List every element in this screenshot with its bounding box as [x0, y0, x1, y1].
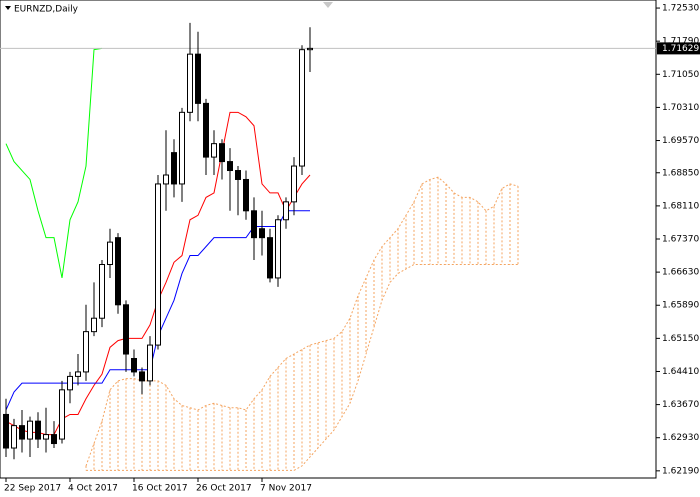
candle-body	[203, 102, 209, 158]
candle-body	[27, 420, 33, 440]
candle-body	[171, 152, 177, 185]
candle-body	[259, 228, 265, 239]
price-label-box	[657, 42, 700, 55]
candle-body	[51, 434, 57, 445]
y-tick-label: 1.66630	[662, 268, 699, 278]
candle-body	[11, 425, 17, 449]
candle-body	[219, 143, 225, 163]
chart-title: EURNZD,Daily	[14, 5, 79, 15]
y-tick-label: 1.65890	[662, 301, 699, 311]
candle-body	[43, 434, 49, 440]
candle-body	[75, 371, 81, 377]
x-tick-label: 26 Oct 2017	[196, 484, 252, 494]
candle-body	[275, 219, 281, 279]
x-tick-label: 16 Oct 2017	[132, 484, 188, 494]
y-tick-label: 1.71050	[662, 70, 699, 80]
candle-body	[19, 425, 25, 440]
candle-body	[187, 53, 193, 113]
candle-body	[227, 161, 233, 172]
y-tick-label: 1.65150	[662, 334, 699, 344]
candle-body	[99, 264, 105, 319]
y-tick-label: 1.67370	[662, 235, 699, 245]
candle-body	[251, 210, 257, 239]
candle-body	[107, 241, 113, 266]
candle-body	[283, 201, 289, 221]
y-tick-label: 1.62930	[662, 433, 699, 443]
x-tick-label: 22 Sep 2017	[4, 484, 61, 494]
candle-body	[115, 237, 121, 306]
candle-body	[139, 371, 145, 382]
candle-body	[235, 170, 241, 180]
y-tick-label: 1.62190	[662, 466, 699, 476]
candle-body	[155, 183, 161, 346]
candle-body	[123, 304, 129, 355]
y-tick-label: 1.64410	[662, 367, 699, 377]
candle-body	[299, 49, 305, 167]
y-tick-label: 1.69570	[662, 136, 699, 146]
y-tick-label: 1.63670	[662, 400, 699, 410]
candle-body	[91, 317, 97, 333]
candle-body	[243, 178, 249, 212]
x-tick-label: 4 Oct 2017	[68, 484, 118, 494]
cloud-edge	[85, 176, 519, 467]
y-tick-label: 1.70310	[662, 103, 699, 113]
y-tick-label: 1.68110	[662, 201, 699, 211]
price-label: 1.71629	[662, 44, 699, 54]
candle-body	[267, 237, 273, 279]
candle-body	[291, 165, 297, 203]
candle-body	[147, 344, 153, 382]
candle-body	[211, 143, 217, 158]
y-tick-label: 1.68850	[662, 168, 699, 178]
plot-frame	[0, 0, 657, 479]
y-tick-label: 1.71790	[662, 37, 699, 47]
candle-body	[35, 420, 41, 440]
candle-body	[59, 389, 65, 440]
shift-marker	[323, 2, 333, 8]
title-arrow	[5, 6, 11, 10]
x-tick-label: 7 Nov 2017	[260, 484, 312, 494]
candle-body	[307, 47, 313, 51]
candle-body	[3, 413, 9, 449]
candle-body	[83, 331, 89, 373]
indicator-line	[5, 47, 103, 279]
cloud-edge	[86, 264, 518, 471]
candle-body	[163, 174, 169, 185]
y-tick-label: 1.72530	[662, 4, 699, 14]
candle-body	[195, 53, 201, 104]
candle-body	[67, 375, 73, 391]
candle-body	[131, 358, 137, 373]
candle-body	[179, 111, 185, 185]
